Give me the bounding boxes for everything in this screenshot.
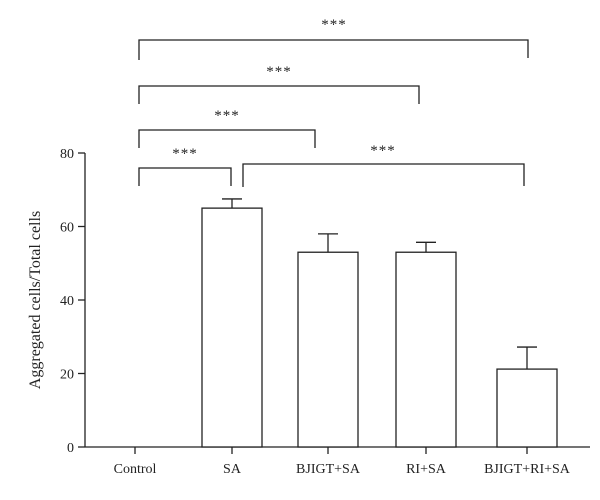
y-tick-label: 80 [60, 147, 74, 162]
y-tick-label: 40 [60, 294, 74, 309]
x-tick-label: BJIGT+RI+SA [484, 462, 571, 477]
significance-bracket [138, 129, 316, 148]
bar [496, 368, 558, 448]
bars [201, 198, 558, 448]
bar [297, 251, 359, 448]
significance-label: *** [172, 146, 198, 162]
significance-label: *** [370, 143, 396, 159]
y-tick-label: 60 [60, 221, 74, 236]
y-tick-labels: 0 20 40 60 80 [60, 147, 74, 456]
y-axis-title: Aggregated cells/Total cells [27, 211, 44, 389]
bar [201, 207, 263, 448]
significance-bracket [138, 39, 529, 60]
significance-label: *** [266, 64, 292, 80]
x-tick-label: SA [223, 462, 242, 477]
y-tick-label: 20 [60, 368, 74, 383]
significance-label: *** [321, 17, 347, 33]
x-tick-label: Control [114, 462, 157, 477]
significance-bracket [138, 167, 232, 186]
y-tick-label: 0 [67, 441, 74, 456]
significance-label: *** [214, 108, 240, 124]
significance-bracket [138, 85, 420, 104]
x-tick-label: RI+SA [406, 462, 447, 477]
x-tick-labels: Control SA BJIGT+SA RI+SA BJIGT+RI+SA [114, 462, 571, 477]
x-tick-label: BJIGT+SA [296, 462, 361, 477]
bar [395, 251, 457, 448]
significance-brackets: *** *** *** *** *** [138, 17, 529, 187]
significance-bracket [242, 163, 525, 187]
